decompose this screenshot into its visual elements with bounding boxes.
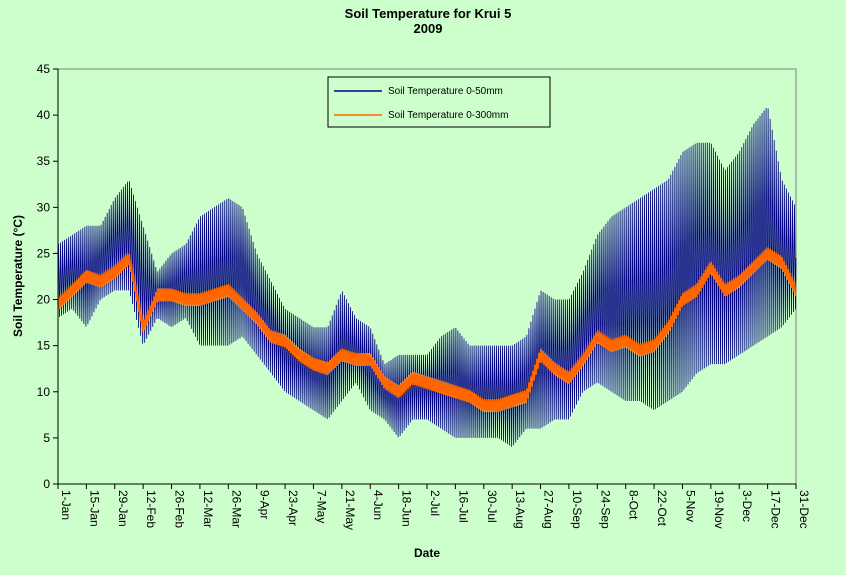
legend-box: [327, 76, 551, 128]
x-tick-label: 24-Sep: [598, 490, 612, 529]
x-tick-label: 12-Feb: [144, 490, 158, 528]
legend-label-deep: Soil Temperature 0-300mm: [388, 110, 508, 121]
x-tick-label: 9-Apr: [258, 490, 272, 519]
x-tick-label: 22-Oct: [655, 490, 669, 527]
y-tick-label: 10: [37, 385, 51, 399]
chart-title: Soil Temperature for Krui 5: [345, 6, 512, 21]
x-tick-label: 16-Jul: [456, 490, 470, 523]
x-tick-label: 10-Sep: [570, 490, 584, 529]
y-axis-title: Soil Temperature (°C): [11, 215, 25, 337]
y-tick-label: 0: [43, 477, 50, 491]
x-tick-label: 8-Oct: [627, 490, 641, 520]
y-tick-label: 25: [37, 246, 51, 260]
x-tick-label: 4-Jun: [371, 490, 385, 520]
x-tick-label: 29-Jan: [116, 490, 130, 527]
legend-label-topsoil: Soil Temperature 0-50mm: [388, 86, 503, 97]
x-axis-title: Date: [414, 546, 440, 560]
y-tick-label: 15: [37, 339, 51, 353]
chart-subtitle: 2009: [414, 21, 443, 36]
x-axis: 1-Jan 15-Jan 29-Jan 12-Feb 26-Feb 12-Mar 26-Ma…: [57, 483, 811, 530]
x-tick-label: 27-Aug: [542, 490, 556, 529]
x-tick-label: 23-Apr: [286, 490, 300, 526]
y-tick-label: 40: [37, 108, 51, 122]
x-tick-label: 21-May: [343, 490, 357, 530]
x-tick-label: 15-Jan: [87, 490, 101, 527]
series-line-deep: [57, 247, 797, 413]
y-axis: 0 5 10 15 20 25 30 35 40 45: [37, 62, 59, 491]
y-tick-label: 45: [37, 62, 51, 76]
x-tick-label: 18-Jun: [400, 490, 414, 527]
x-tick-label: 12-Mar: [201, 490, 215, 528]
x-tick-label: 2-Jul: [428, 490, 442, 516]
series-layer: [57, 107, 797, 447]
y-tick-label: 5: [43, 431, 50, 445]
x-tick-label: 26-Mar: [229, 490, 243, 528]
legend: Soil Temperature 0-50mm Soil Temperature…: [327, 76, 551, 128]
x-tick-label: 1-Jan: [59, 490, 73, 520]
x-tick-label: 26-Feb: [173, 490, 187, 528]
x-tick-label: 19-Nov: [712, 490, 726, 529]
x-tick-label: 3-Dec: [740, 490, 754, 522]
x-tick-label: 13-Aug: [513, 490, 527, 529]
x-tick-label: 7-May: [314, 490, 328, 523]
x-tick-label: 5-Nov: [683, 490, 697, 522]
x-tick-label: 30-Jul: [485, 490, 499, 523]
x-tick-label: 31-Dec: [797, 490, 811, 529]
x-tick-label: 17-Dec: [769, 490, 783, 529]
y-tick-label: 20: [37, 293, 51, 307]
y-tick-label: 35: [37, 154, 51, 168]
y-tick-label: 30: [37, 200, 51, 214]
